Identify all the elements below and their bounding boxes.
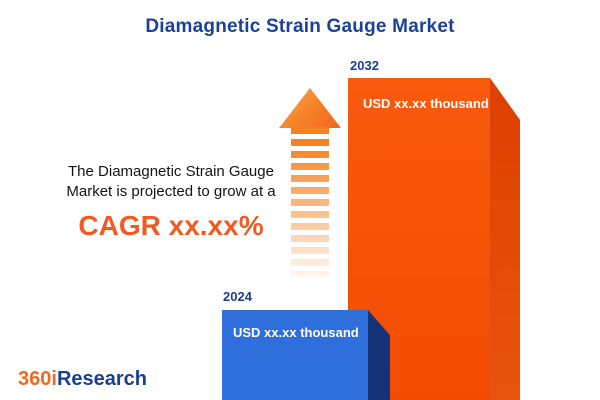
growth-arrow-shaft [291, 127, 329, 277]
cagr-text: CAGR xx.xx% [78, 210, 264, 241]
bar-2024-side-face [368, 310, 390, 400]
bar-2024 [222, 310, 368, 400]
year-label-2032: 2032 [350, 58, 379, 73]
chart-title: Diamagnetic Strain Gauge Market [145, 16, 455, 37]
year-label-2024: 2024 [223, 289, 252, 304]
description-block: The Diamagnetic Strain Gauge Market is p… [28, 162, 314, 242]
brand-logo: 360iResearch [18, 368, 147, 391]
bar-2032-side-face [490, 78, 520, 400]
bar-2024-value-label: USD xx.xx thousand [233, 325, 359, 340]
bar-2032-value-label: USD xx.xx thousand [363, 96, 489, 111]
description-line-2: Market is projected to grow at a [66, 183, 276, 200]
description-line-1: The Diamagnetic Strain Gauge [68, 163, 274, 180]
brand-logo-part-1: 360i [18, 368, 57, 390]
brand-logo-part-2: Research [56, 368, 147, 390]
growth-arrowhead-icon [279, 88, 341, 128]
